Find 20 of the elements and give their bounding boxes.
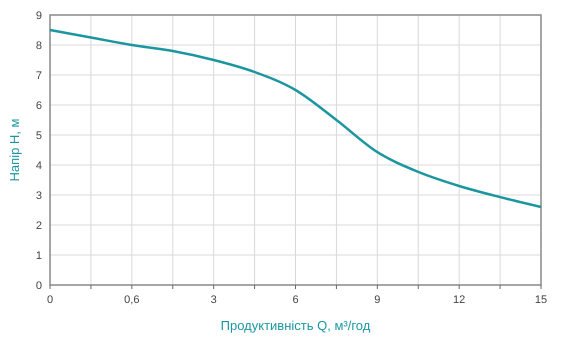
x-tick-label: 3: [210, 294, 217, 306]
y-tick-label: 9: [36, 10, 42, 22]
x-tick-label: 0,6: [124, 294, 140, 306]
x-axis-title: Продуктивність Q, м³/год: [220, 318, 371, 333]
y-tick-label: 1: [36, 250, 42, 262]
x-tick-label: 12: [453, 294, 466, 306]
y-tick-label: 6: [36, 100, 42, 112]
y-tick-label: 7: [36, 70, 42, 82]
y-tick-label: 0: [36, 280, 42, 292]
y-axis-title: Напір H, м: [7, 118, 22, 182]
line-series: [48, 28, 542, 208]
x-tick-label: 9: [374, 294, 380, 306]
y-tick-label: 4: [36, 160, 42, 172]
x-tick-label: 0: [46, 294, 54, 306]
y-tick-label: 5: [36, 130, 42, 142]
x-tick-label: 15: [534, 294, 548, 306]
y-tick-label: 3: [36, 190, 42, 202]
x-tick-label: 6: [292, 294, 299, 306]
y-tick-label: 2: [36, 220, 42, 232]
y-tick-label: 8: [36, 40, 42, 52]
